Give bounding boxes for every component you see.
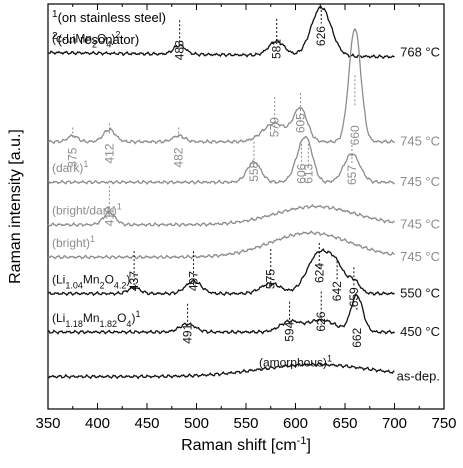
sample-label: (c-LiMn2O4)2 (52, 30, 120, 50)
peak-label: 605 (293, 113, 307, 133)
spectrum-line (47, 203, 395, 228)
footnote-2: 2(on resonator) (52, 31, 139, 48)
peak-label: 491 (181, 323, 195, 343)
peak-label: 483 (173, 40, 187, 60)
x-tick-label: 550 (233, 415, 258, 432)
sample-label: (Li1.04Mn2O4.2) (52, 273, 130, 291)
x-tick-label: 600 (283, 415, 308, 432)
peak-label: 657 (345, 165, 359, 185)
peak-label: 412 (102, 143, 116, 163)
peak-label: 626 (314, 311, 328, 331)
label-layer: 1(on stainless steel) 2(on resonator) 483 5… (52, 9, 440, 384)
x-tick-label: 350 (35, 415, 60, 432)
peak-label: 594 (283, 321, 297, 341)
spectrum-line (47, 230, 395, 260)
spectrum-line (47, 292, 395, 335)
peak-label: 660 (348, 125, 362, 145)
spectrum-line (47, 27, 395, 145)
temperature-label: 745 °C (400, 249, 440, 264)
peak-label: 412 (102, 206, 116, 226)
series-layer (47, 6, 395, 380)
spectrum-line (48, 248, 395, 297)
x-tick-label: 500 (184, 415, 209, 432)
spectrum-line (47, 362, 395, 380)
temperature-label: 745 °C (400, 134, 440, 149)
temperature-label: 768 °C (400, 45, 440, 60)
temperature-label: 745 °C (400, 174, 440, 189)
sample-label: (bright/dark)1 (52, 202, 122, 218)
spectrum-line (47, 135, 395, 186)
footnote-1: 1(on stainless steel) (52, 9, 166, 26)
temperature-label: as-dep. (397, 369, 440, 384)
x-tick-label: 400 (85, 415, 110, 432)
axis-layer: 350 400 450 500 550 600 650 700 750 Raman shift [… (7, 4, 457, 454)
peak-label: 626 (314, 26, 328, 46)
peak-label: 482 (172, 147, 186, 167)
x-tick-label: 450 (134, 415, 159, 432)
peak-label: 581 (270, 39, 284, 59)
y-axis-title: Raman intensity [a.u.] (7, 129, 24, 284)
temperature-label: 745 °C (400, 217, 440, 232)
center-sample-label: (amorphous)1 (259, 354, 332, 370)
sample-label: (Li1.18Mn1.82O4)1 (52, 309, 140, 329)
peak-label: 613 (301, 163, 315, 183)
peak-label: 575 (264, 269, 278, 289)
peak-label: 662 (350, 327, 364, 347)
peak-label: 624 (312, 263, 326, 283)
spectrum-line (47, 6, 395, 59)
x-tick-label: 700 (382, 415, 407, 432)
peak-label: 497 (187, 271, 201, 291)
peak-label: 642 (330, 281, 344, 301)
temperature-label: 550 °C (400, 286, 440, 301)
x-tick-label: 650 (332, 415, 357, 432)
sample-label: (bright)1 (52, 234, 95, 250)
peak-label: 606 (294, 163, 308, 183)
peak-label: 579 (268, 117, 282, 137)
peak-label: 437 (127, 271, 141, 291)
peak-label: 659 (347, 287, 361, 307)
x-axis-title: Raman shift [cm-1] (181, 435, 311, 454)
peak-label: 375 (66, 147, 80, 167)
temperature-label: 450 °C (400, 324, 440, 339)
sample-label: (dark)1 (52, 159, 88, 175)
x-tick-label: 750 (431, 415, 456, 432)
peak-label: 558 (247, 161, 261, 181)
